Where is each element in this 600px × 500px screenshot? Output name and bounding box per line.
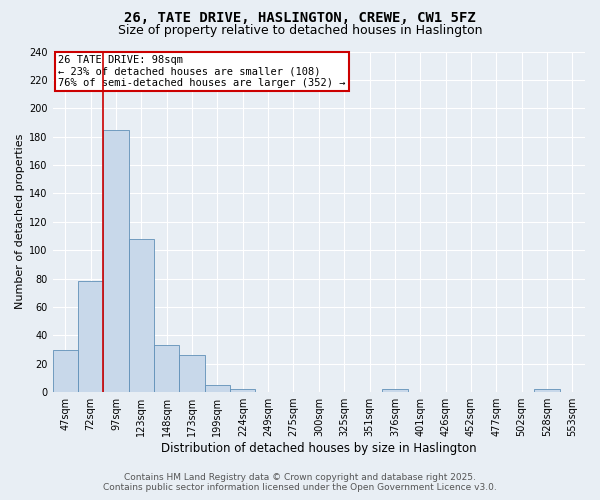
Text: 26, TATE DRIVE, HASLINGTON, CREWE, CW1 5FZ: 26, TATE DRIVE, HASLINGTON, CREWE, CW1 5… [124,12,476,26]
Bar [53,350,78,392]
Text: Contains HM Land Registry data © Crown copyright and database right 2025.
Contai: Contains HM Land Registry data © Crown c… [103,473,497,492]
Bar [129,239,154,392]
Bar [382,389,407,392]
Bar [230,389,256,392]
Y-axis label: Number of detached properties: Number of detached properties [15,134,25,310]
Bar [103,130,129,392]
X-axis label: Distribution of detached houses by size in Haslington: Distribution of detached houses by size … [161,442,476,455]
Bar [179,355,205,392]
Bar [535,389,560,392]
Bar [154,346,179,392]
Text: 26 TATE DRIVE: 98sqm
← 23% of detached houses are smaller (108)
76% of semi-deta: 26 TATE DRIVE: 98sqm ← 23% of detached h… [58,55,346,88]
Bar [78,282,103,392]
Bar [205,385,230,392]
Text: Size of property relative to detached houses in Haslington: Size of property relative to detached ho… [118,24,482,37]
